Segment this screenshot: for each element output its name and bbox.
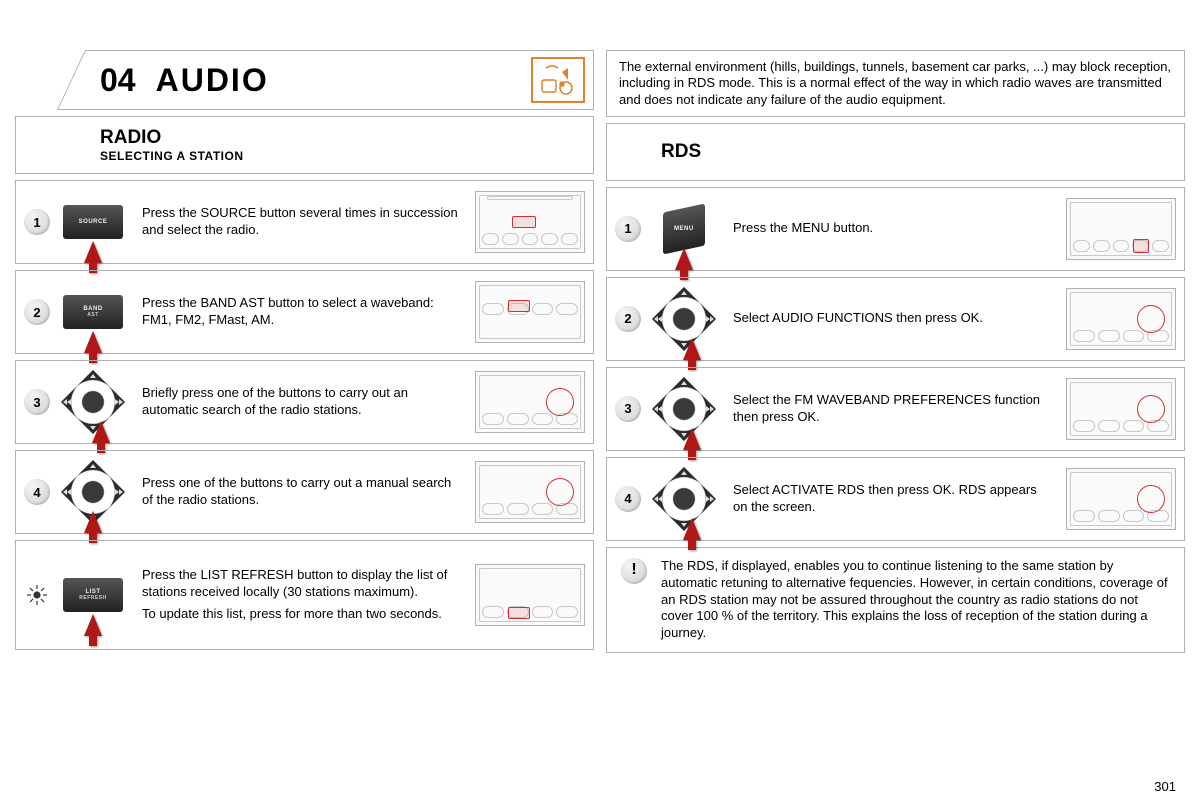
button-sublabel: REFRESH — [79, 595, 106, 601]
left-column: 04 AUDIO RADIO SELEC — [15, 50, 594, 790]
note-text: The RDS, if displayed, enables you to co… — [661, 558, 1170, 642]
button-label: SOURCE — [79, 219, 108, 225]
pointer-arrow-icon — [683, 338, 701, 360]
step-text: Select ACTIVATE RDS then press OK. RDS a… — [727, 482, 1058, 516]
right-step-2: 2 Select AUDIO FUNCTIONS th — [606, 277, 1185, 361]
radio-diagram — [475, 371, 585, 433]
nav-wheel-graphic — [58, 367, 128, 437]
left-step-tip: LIST REFRESH Press the LIST REFRESH butt… — [15, 540, 594, 650]
step-text: Press one of the buttons to carry out a … — [136, 475, 467, 509]
section-number: 04 — [100, 62, 136, 99]
subtitle-radio: RADIO — [100, 127, 575, 149]
step-text: Briefly press one of the buttons to carr… — [136, 385, 467, 419]
radio-diagram — [1066, 378, 1176, 440]
step-number: 3 — [24, 389, 50, 415]
pointer-arrow-icon — [84, 241, 102, 263]
pointer-arrow-icon — [683, 518, 701, 540]
radio-diagram — [1066, 198, 1176, 260]
pointer-arrow-icon — [92, 421, 110, 443]
step-number: 1 — [24, 209, 50, 235]
band-button-graphic: BAND AST — [58, 277, 128, 347]
pointer-arrow-icon — [84, 331, 102, 353]
pointer-arrow-icon — [84, 614, 102, 636]
left-step-2: 2 BAND AST Press the BAND AST button to … — [15, 270, 594, 354]
left-step-3: 3 — [15, 360, 594, 444]
right-step-1: 1 MENU Press the MENU button. — [606, 187, 1185, 271]
left-step-4: 4 — [15, 450, 594, 534]
radio-diagram — [475, 564, 585, 626]
step-number: 4 — [24, 479, 50, 505]
pointer-arrow-icon — [84, 511, 102, 533]
tip-icon — [24, 582, 50, 608]
page-number: 301 — [1154, 779, 1176, 794]
step-text: Select AUDIO FUNCTIONS then press OK. — [727, 310, 1058, 327]
step-number: 3 — [615, 396, 641, 422]
step-text-line: To update this list, press for more than… — [142, 606, 461, 623]
audio-music-icon — [531, 57, 585, 103]
button-sublabel: AST — [87, 312, 99, 318]
radio-diagram — [475, 461, 585, 523]
list-button-graphic: LIST REFRESH — [58, 560, 128, 630]
button-label: MENU — [674, 226, 694, 232]
left-step-1: 1 SOURCE Press the SOURCE button several… — [15, 180, 594, 264]
step-number: 2 — [24, 299, 50, 325]
nav-wheel-graphic — [649, 374, 719, 444]
step-text: Press the LIST REFRESH button to display… — [136, 567, 467, 624]
subtitle-selecting: SELECTING A STATION — [100, 149, 575, 163]
exclamation-icon: ! — [621, 558, 647, 584]
step-number: 4 — [615, 486, 641, 512]
step-text: Select the FM WAVEBAND PREFERENCES funct… — [727, 392, 1058, 426]
step-text: Press the BAND AST button to select a wa… — [136, 295, 467, 329]
source-button-graphic: SOURCE — [58, 187, 128, 257]
section-header: 04 AUDIO — [15, 50, 594, 110]
step-text-line: Press the LIST REFRESH button to display… — [142, 567, 461, 601]
step-number: 1 — [615, 216, 641, 242]
environment-note: The external environment (hills, buildin… — [606, 50, 1185, 117]
right-step-4: 4 Select ACTIVATE RDS then — [606, 457, 1185, 541]
left-subtitle: RADIO SELECTING A STATION — [15, 116, 594, 174]
radio-diagram — [475, 281, 585, 343]
nav-wheel-graphic — [58, 457, 128, 527]
radio-diagram — [1066, 468, 1176, 530]
radio-diagram — [475, 191, 585, 253]
step-number: 2 — [615, 306, 641, 332]
step-text: Press the SOURCE button several times in… — [136, 205, 467, 239]
right-step-3: 3 Select the FM WAVEBAND PR — [606, 367, 1185, 451]
manual-page: 04 AUDIO RADIO SELEC — [0, 0, 1200, 800]
subtitle-rds: RDS — [661, 141, 1166, 163]
pointer-arrow-icon — [683, 428, 701, 450]
menu-button-graphic: MENU — [649, 194, 719, 264]
nav-wheel-graphic — [649, 464, 719, 534]
rds-bottom-note: ! The RDS, if displayed, enables you to … — [606, 547, 1185, 653]
right-subtitle: RDS — [606, 123, 1185, 181]
section-title: AUDIO — [156, 62, 269, 99]
step-text: Press the MENU button. — [727, 220, 1058, 237]
pointer-arrow-icon — [675, 248, 693, 270]
right-column: The external environment (hills, buildin… — [606, 50, 1185, 790]
radio-diagram — [1066, 288, 1176, 350]
nav-wheel-graphic — [649, 284, 719, 354]
